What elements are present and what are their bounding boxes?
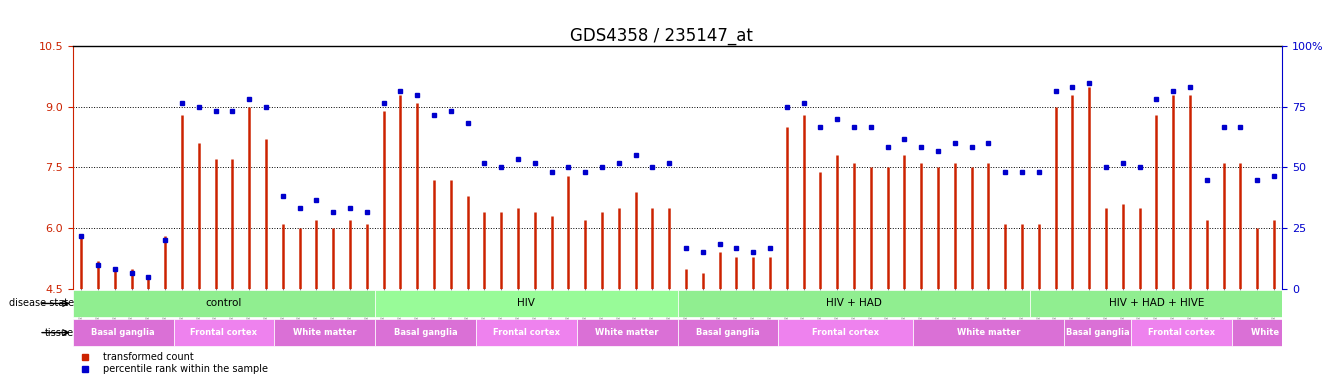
FancyBboxPatch shape [274,319,375,346]
Text: Frontal cortex: Frontal cortex [493,328,559,337]
Text: Frontal cortex: Frontal cortex [190,328,258,337]
Text: White matter: White matter [293,328,357,337]
Text: tissue: tissue [45,328,74,338]
FancyBboxPatch shape [1132,319,1232,346]
FancyBboxPatch shape [73,290,375,316]
FancyBboxPatch shape [173,319,274,346]
FancyBboxPatch shape [779,319,912,346]
Text: transformed count: transformed count [103,353,194,362]
Text: control: control [206,298,242,308]
Text: HIV: HIV [517,298,535,308]
FancyBboxPatch shape [912,319,1064,346]
FancyBboxPatch shape [1064,319,1132,346]
Text: White matter: White matter [957,328,1021,337]
FancyBboxPatch shape [375,319,476,346]
FancyBboxPatch shape [476,319,576,346]
Text: Basal ganglia: Basal ganglia [394,328,457,337]
Text: Basal ganglia: Basal ganglia [1066,328,1129,337]
Text: percentile rank within the sample: percentile rank within the sample [103,364,268,374]
Text: Frontal cortex: Frontal cortex [812,328,879,337]
Text: White matter: White matter [595,328,658,337]
Text: GDS4358 / 235147_at: GDS4358 / 235147_at [570,27,752,45]
FancyBboxPatch shape [677,290,1030,316]
Text: White matter: White matter [1251,328,1314,337]
Text: disease state: disease state [9,298,74,308]
Text: HIV + HAD + HIVE: HIV + HAD + HIVE [1109,298,1204,308]
FancyBboxPatch shape [576,319,677,346]
Text: Basal ganglia: Basal ganglia [697,328,760,337]
FancyBboxPatch shape [1232,319,1322,346]
Text: HIV + HAD: HIV + HAD [826,298,882,308]
FancyBboxPatch shape [73,319,173,346]
FancyBboxPatch shape [1030,290,1282,316]
Text: Basal ganglia: Basal ganglia [91,328,155,337]
FancyBboxPatch shape [677,319,779,346]
Text: Frontal cortex: Frontal cortex [1147,328,1215,337]
FancyBboxPatch shape [375,290,677,316]
